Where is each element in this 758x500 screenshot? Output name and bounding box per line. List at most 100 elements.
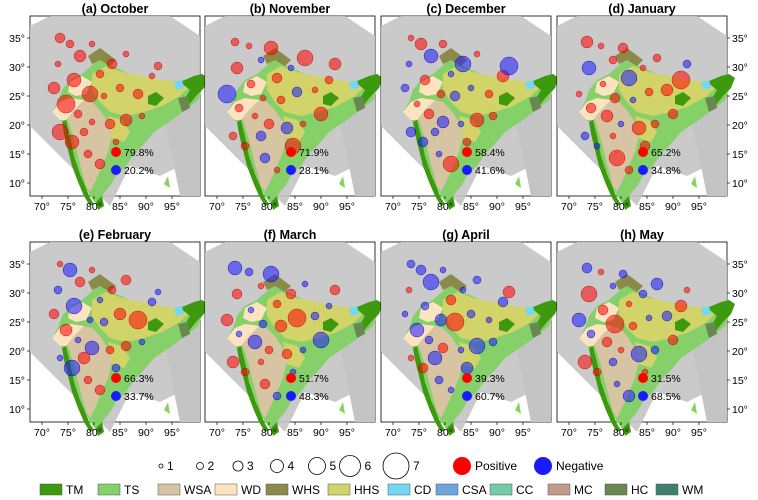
positive-trend-bubble: [575, 90, 583, 98]
positive-legend-label: Positive: [475, 459, 517, 473]
positive-trend-bubble: [413, 100, 421, 108]
lon-tick-label: 85°: [287, 427, 303, 439]
panel-title: (e) February: [79, 228, 151, 242]
positive-trend-bubble: [263, 118, 275, 130]
positive-trend-bubble: [631, 120, 647, 136]
positive-percentage: 66.3%: [124, 373, 154, 385]
lat-tick-label: 35°: [732, 33, 748, 45]
negative-percentage: 41.6%: [475, 165, 505, 177]
positive-trend-bubble: [644, 87, 654, 97]
negative-trend-bubble: [65, 297, 83, 315]
negative-trend-bubble: [247, 334, 263, 350]
lon-tick-label: 95°: [339, 201, 355, 213]
positive-trend-bubble: [83, 375, 93, 385]
lon-tick-label: 70°: [34, 201, 50, 213]
lon-tick-label: 75°: [235, 427, 251, 439]
map-panel: (f) March 51.7% 48.3% 70° 75° 80° 85° 90° 95°: [204, 228, 383, 439]
positive-trend-bubble: [597, 42, 605, 50]
size-legend-label: 6: [365, 459, 372, 473]
lat-tick-label: 20°: [732, 346, 748, 358]
positive-trend-bubble: [132, 88, 144, 100]
negative-trend-bubble: [571, 312, 587, 328]
positive-trend-bubble: [608, 149, 626, 167]
lat-tick-label: 10°: [9, 178, 25, 190]
lat-tick-label: 25°: [732, 317, 748, 329]
negative-trend-bubble: [422, 273, 440, 291]
lon-tick-label: 85°: [639, 201, 655, 213]
lon-tick-label: 85°: [112, 201, 128, 213]
negative-trend-bubble: [74, 336, 82, 344]
negative-percentage: 28.1%: [299, 165, 329, 177]
positive-trend-bubble: [624, 165, 634, 175]
positive-trend-bubble: [47, 81, 61, 95]
negative-trend-bubble: [436, 115, 450, 129]
negative-trend-bubble: [111, 363, 121, 373]
lon-tick-label: 95°: [515, 201, 531, 213]
map-panel: (g) April 39.3% 60.7% 70° 75° 80° 85° 90° 95°: [380, 228, 559, 439]
lon-tick-label: 75°: [587, 427, 603, 439]
negative-trend-bubble: [287, 64, 295, 72]
positive-trend-bubble: [226, 355, 240, 369]
negative-trend-bubble: [586, 329, 596, 339]
lat-tick-label: 30°: [732, 288, 748, 300]
positive-percentage: 65.2%: [651, 147, 681, 159]
map-panel: (b) November 71.9% 28.1% 70° 75° 80° 85° 90° 95°: [204, 2, 383, 213]
lat-tick-label: 10°: [732, 404, 748, 416]
positive-trend-bubble: [650, 119, 660, 129]
positive-trend-bubble: [597, 304, 609, 316]
lon-tick-label: 90°: [138, 201, 154, 213]
zone-legend-label: HHS: [354, 483, 379, 497]
positive-trend-bubble: [100, 92, 108, 100]
panel-title: (a) October: [82, 2, 149, 16]
positive-trend-bubble: [285, 288, 297, 300]
positive-trend-bubble: [311, 86, 319, 94]
negative-trend-bubble: [499, 56, 519, 76]
positive-trend-bubble: [113, 307, 127, 321]
negative-legend-marker: [534, 457, 552, 475]
negative-trend-bubble: [86, 316, 94, 324]
lon-tick-label: 75°: [411, 427, 427, 439]
size-legend-label: 4: [288, 459, 295, 473]
positive-trend-bubble: [122, 50, 130, 58]
positive-trend-bubble: [56, 94, 76, 114]
positive-trend-bubble: [112, 138, 120, 146]
negative-trend-bubble: [497, 296, 509, 308]
positive-trend-bubble: [51, 123, 69, 141]
lon-tick-label: 95°: [691, 427, 707, 439]
negative-trend-bubble: [56, 354, 64, 362]
negative-trend-bubble: [423, 48, 439, 64]
zone-legend-label: TS: [124, 483, 139, 497]
negative-trend-bubble: [645, 314, 653, 322]
negative-trend-bubble: [454, 55, 472, 73]
negative-percentage: 48.3%: [299, 391, 329, 403]
negative-marker: [286, 391, 296, 401]
lon-tick-label: 95°: [339, 427, 355, 439]
zone-legend-label: MC: [574, 483, 593, 497]
positive-trend-bubble: [120, 340, 132, 352]
lat-tick-label: 20°: [9, 120, 25, 132]
positive-trend-bubble: [65, 39, 75, 49]
positive-trend-bubble: [276, 95, 286, 105]
zone-legend-label: CD: [414, 483, 432, 497]
positive-trend-bubble: [597, 268, 605, 276]
negative-percentage: 33.7%: [124, 391, 154, 403]
positive-trend-bubble: [245, 42, 253, 50]
positive-trend-bubble: [462, 137, 472, 147]
negative-trend-bubble: [435, 150, 443, 158]
positive-trend-bubble: [484, 89, 494, 99]
size-legend-label: 5: [330, 459, 337, 473]
negative-trend-bubble: [312, 331, 330, 349]
lat-tick-label: 35°: [732, 259, 748, 271]
negative-marker: [638, 165, 648, 175]
positive-trend-bubble: [407, 354, 415, 362]
positive-trend-bubble: [609, 92, 621, 104]
negative-trend-bubble: [434, 375, 444, 385]
negative-trend-bubble: [99, 317, 109, 327]
lon-tick-label: 80°: [437, 427, 453, 439]
negative-percentage: 20.2%: [124, 165, 154, 177]
positive-marker: [286, 147, 296, 157]
zone-legend-swatch: [435, 483, 459, 496]
positive-trend-bubble: [599, 80, 607, 88]
zone-legend-label: TM: [66, 483, 83, 497]
positive-legend-marker: [453, 457, 471, 475]
